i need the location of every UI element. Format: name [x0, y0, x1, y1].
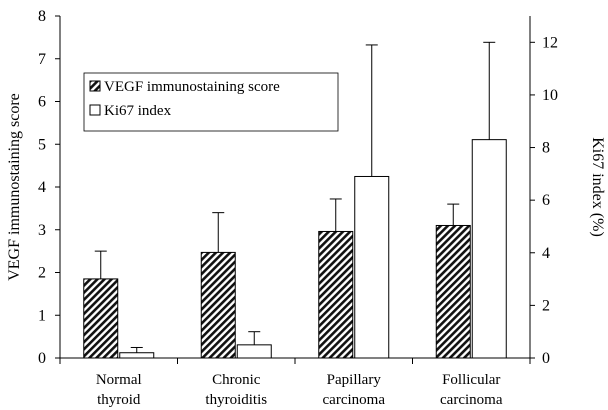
- left-tick-label: 8: [38, 8, 46, 25]
- left-tick-label: 5: [38, 136, 46, 153]
- legend-swatch: [89, 104, 101, 116]
- category-label: Normal: [96, 372, 142, 388]
- legend-label: VEGF immunostaining score: [104, 79, 280, 95]
- legend: VEGF immunostaining score Ki67 index: [83, 72, 339, 132]
- right-tick-label: 12: [542, 34, 558, 51]
- legend-label: Ki67 index: [104, 103, 172, 119]
- left-axis-title: VEGF immunostaining score: [6, 93, 23, 281]
- legend-box: [83, 72, 339, 132]
- right-tick-label: 0: [542, 350, 550, 367]
- category-label: Chronic: [212, 372, 261, 388]
- bar-ki67: [236, 344, 272, 359]
- error-bars: [94, 41, 496, 353]
- category-label: Follicular: [442, 372, 500, 388]
- bar-vegf: [318, 230, 354, 359]
- bars: [83, 139, 507, 359]
- left-tick-label: 0: [38, 350, 46, 367]
- bar-vegf: [83, 278, 119, 359]
- bar-ki67: [119, 352, 155, 359]
- legend-swatch: [89, 80, 101, 92]
- right-axis: 0 2 4 6 8 10 12 Ki67 index (%): [530, 34, 606, 367]
- bar-ki67: [354, 175, 390, 359]
- bar-vegf: [200, 251, 236, 359]
- left-tick-label: 1: [38, 307, 46, 324]
- left-tick-label: 6: [38, 94, 46, 111]
- x-axis: Normal thyroid Chronic thyroiditis Papillary…: [59, 358, 531, 408]
- left-axis: 0 1 2 3 4 5 6 7 8 VEGF immunostaining score: [6, 8, 60, 367]
- category-label: Papillary: [327, 372, 382, 388]
- left-tick-label: 2: [38, 265, 46, 282]
- category-label: carcinoma: [323, 392, 386, 408]
- right-tick-label: 2: [542, 297, 550, 314]
- category-label: thyroiditis: [205, 392, 267, 408]
- right-tick-label: 6: [542, 192, 550, 209]
- left-tick-label: 7: [38, 51, 46, 68]
- left-tick-label: 4: [38, 179, 46, 196]
- category-label: carcinoma: [440, 392, 503, 408]
- right-tick-label: 4: [542, 245, 550, 262]
- left-tick-label: 3: [38, 222, 46, 239]
- bar-ki67: [471, 139, 507, 359]
- right-axis-title: Ki67 index (%): [589, 137, 606, 237]
- right-tick-label: 8: [542, 140, 550, 157]
- right-tick-label: 10: [542, 87, 558, 104]
- category-label: thyroid: [97, 392, 141, 408]
- bar-vegf: [435, 224, 471, 359]
